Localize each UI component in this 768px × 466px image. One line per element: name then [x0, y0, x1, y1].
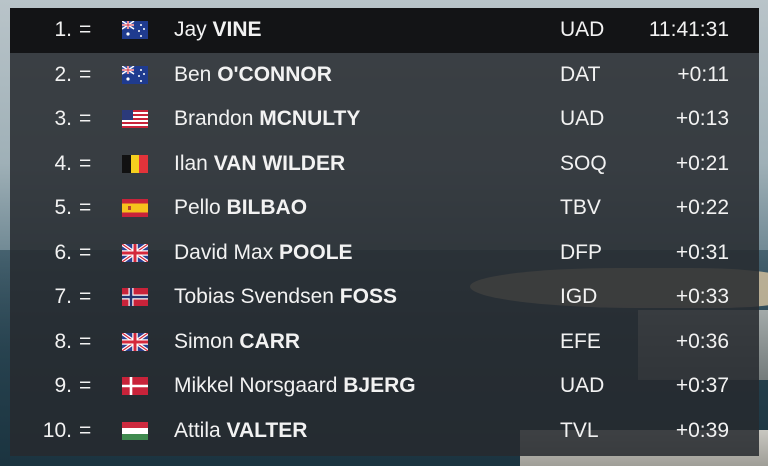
position-change: =: [79, 196, 92, 220]
rank: 9.: [54, 374, 72, 398]
denmark-flag-icon: [122, 377, 148, 396]
position-change: =: [79, 329, 92, 353]
time-gap: +0:21: [675, 151, 729, 175]
position-change: =: [79, 374, 92, 398]
classification-row: 8. = Simon CARR EFE +0:36: [10, 320, 759, 365]
team-code: DFP: [560, 240, 602, 264]
team-code: UAD: [560, 374, 605, 398]
rider-name: Brandon MCNULTY: [174, 107, 361, 131]
rank: 8.: [54, 329, 72, 353]
rider-name: David Max POOLE: [174, 240, 353, 264]
uk-flag-icon: [122, 332, 148, 351]
hungary-flag-icon: [122, 421, 148, 440]
belgium-flag-icon: [122, 154, 148, 173]
classification-row: 10. = Attila VALTER TVL +0:39: [10, 409, 759, 454]
rider-name: Attila VALTER: [174, 418, 308, 442]
rank: 1.: [54, 18, 72, 42]
team-code: UAD: [560, 107, 605, 131]
team-code: TBV: [560, 196, 601, 220]
spain-flag-icon: [122, 199, 148, 218]
time-gap: 11:41:31: [648, 18, 729, 42]
classification-row: 2. = Ben O'CONNOR DAT +0:11: [10, 53, 759, 98]
position-change: =: [79, 285, 92, 309]
rank: 2.: [54, 62, 72, 86]
rank: 3.: [54, 107, 72, 131]
team-code: EFE: [560, 329, 601, 353]
position-change: =: [79, 240, 92, 264]
classification-row: 3. = Brandon MCNULTY UAD +0:13: [10, 97, 759, 142]
classification-row: 6. = David Max POOLE DFP +0:31: [10, 231, 759, 276]
australia-flag-icon: [122, 65, 148, 84]
time-gap: +0:33: [675, 285, 729, 309]
usa-flag-icon: [122, 110, 148, 129]
time-gap: +0:36: [675, 329, 729, 353]
general-classification-board: 1. = Jay VINE UAD 11:41:31 2. = Ben O'CO…: [10, 8, 759, 456]
time-gap: +0:31: [675, 240, 729, 264]
time-gap: +0:37: [675, 374, 729, 398]
rider-name: Ben O'CONNOR: [174, 62, 332, 86]
time-gap: +0:13: [675, 107, 729, 131]
team-code: TVL: [560, 418, 599, 442]
position-change: =: [79, 18, 92, 42]
rider-name: Ilan VAN WILDER: [174, 151, 346, 175]
position-change: =: [79, 151, 92, 175]
rank: 10.: [42, 418, 72, 442]
rank: 7.: [54, 285, 72, 309]
position-change: =: [79, 107, 92, 131]
team-code: DAT: [560, 62, 601, 86]
classification-row: 5. = Pello BILBAO TBV +0:22: [10, 186, 759, 231]
rank: 6.: [54, 240, 72, 264]
team-code: UAD: [560, 18, 605, 42]
time-gap: +0:39: [675, 418, 729, 442]
classification-row: 9. = Mikkel Norsgaard BJERG UAD +0:37: [10, 364, 759, 409]
australia-flag-icon: [122, 21, 148, 40]
time-gap: +0:22: [675, 196, 729, 220]
time-gap: +0:11: [677, 62, 729, 86]
rider-name: Jay VINE: [174, 18, 262, 42]
team-code: IGD: [560, 285, 598, 309]
norway-flag-icon: [122, 288, 148, 307]
rank: 4.: [54, 151, 72, 175]
classification-row: 7. = Tobias Svendsen FOSS IGD +0:33: [10, 275, 759, 320]
uk-flag-icon: [122, 243, 148, 262]
position-change: =: [79, 418, 92, 442]
rider-name: Simon CARR: [174, 329, 301, 353]
classification-row: 4. = Ilan VAN WILDER SOQ +0:21: [10, 142, 759, 187]
rider-name: Pello BILBAO: [174, 196, 308, 220]
team-code: SOQ: [560, 151, 607, 175]
classification-row: 1. = Jay VINE UAD 11:41:31: [10, 8, 759, 53]
rider-name: Mikkel Norsgaard BJERG: [174, 374, 416, 398]
rider-name: Tobias Svendsen FOSS: [174, 285, 397, 309]
rank: 5.: [54, 196, 72, 220]
position-change: =: [79, 62, 92, 86]
